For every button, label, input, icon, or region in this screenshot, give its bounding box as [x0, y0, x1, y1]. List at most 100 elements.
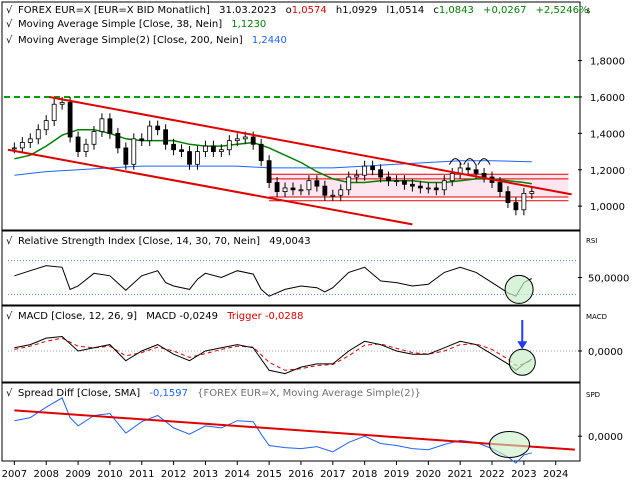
price-bar-body: [155, 125, 161, 131]
macd-y-ticks: 0,0000: [578, 347, 623, 358]
price-bar-body: [465, 167, 471, 171]
price-bar-body: [425, 187, 431, 190]
macd-panel-frame: [1, 305, 581, 383]
rsi-levels: [8, 260, 578, 295]
price-bars: [11, 96, 535, 216]
price-bar-body: [59, 102, 65, 105]
channel-lower: [7, 148, 413, 226]
open-prefix: o: [286, 5, 292, 16]
rsi-y-ticks: 50,0000: [578, 274, 629, 285]
price-bar-body: [521, 193, 527, 211]
price-bar-body: [433, 187, 439, 191]
macd-side-label: MACD: [586, 313, 607, 321]
price-bar-body: [67, 102, 73, 138]
x-axis-ticks: 2007 2008 2009 2010 2011 2012 2013 2014 2015 2016…: [2, 461, 568, 480]
spread-reference: {FOREX EUR=X, Moving Average Simple(2)}: [197, 388, 421, 399]
price-bar-body: [394, 180, 399, 183]
price-bar-body: [179, 149, 184, 152]
price-bar-body: [529, 191, 535, 194]
spread-side-label: SPD: [586, 391, 600, 399]
trend-channel: [7, 95, 572, 226]
price-bar-body: [35, 129, 41, 140]
price-bar-body: [314, 180, 320, 187]
ma2-label: Moving Average Simple(2) [Close, 200, Ne…: [18, 35, 243, 46]
price-bar-body: [513, 202, 519, 211]
price-bar-body: [187, 151, 192, 165]
rsi-tick-label: 50,0000: [588, 274, 629, 285]
price-bar-body: [370, 165, 376, 171]
x-tick-label: 2015: [256, 469, 281, 480]
close-value: 1,0843: [439, 5, 474, 16]
top-arcs: [448, 158, 491, 165]
price-bar-body: [386, 176, 391, 182]
spread-highlight-circle: [489, 431, 531, 459]
panel-frames: [1, 1, 581, 462]
macd-value: MACD -0,0249: [146, 311, 218, 322]
legend-glyph-ma2: √: [6, 35, 13, 46]
legend-glyph-ma1: √: [6, 19, 13, 30]
rsi-value: 49,0043: [269, 236, 310, 247]
date-label: 31.03.2023: [219, 5, 276, 16]
macd-legend-text: MACD [Close, 12, 26, 9] MACD -0,0249 Tri…: [18, 311, 304, 322]
price-bar-body: [250, 136, 256, 145]
spread-value: -0,1597: [149, 388, 188, 399]
price-bar-body: [210, 145, 216, 152]
x-tick-label: 2019: [384, 469, 409, 480]
spread-y-ticks: 0,0000: [578, 432, 623, 443]
arrow-head: [517, 341, 528, 350]
price-bar-body: [290, 187, 296, 191]
price-bar-body: [123, 147, 129, 165]
ma1-value: 1,1230: [231, 19, 266, 30]
price-bar-body: [441, 180, 447, 191]
price-bar-body: [449, 172, 455, 182]
price-bar-body: [131, 138, 137, 165]
change-pct-value: +2,5246%: [536, 5, 589, 16]
ma1-label: Moving Average Simple [Close, 38, Nein]: [18, 19, 222, 30]
price-bar-body: [195, 151, 200, 165]
currency-symbol: $: [586, 7, 590, 15]
price-bar-body: [362, 165, 368, 176]
price-bar-body: [27, 138, 33, 143]
x-tick-label: 2023: [511, 469, 536, 480]
rsi-panel-frame: [1, 230, 581, 306]
rsi-highlight-circle: [504, 274, 534, 304]
price-bar-body: [83, 143, 89, 152]
main-title: FOREX EUR=X [EUR=X BID Monatlich]: [18, 5, 210, 16]
x-tick-label: 2008: [33, 469, 58, 480]
open-value: 1,0574: [292, 5, 327, 16]
price-tick-label: 1,0000: [590, 202, 625, 213]
x-tick-label: 2016: [288, 469, 313, 480]
price-bar-body: [171, 143, 176, 151]
price-bar-body: [242, 136, 248, 140]
legend-glyph-price: √: [6, 5, 13, 16]
macd-arrow: [517, 320, 528, 350]
macd-tick-label: 0,0000: [588, 347, 623, 358]
x-tick-label: 2018: [352, 469, 377, 480]
macd-path: [14, 335, 533, 375]
price-bar-body: [11, 147, 17, 150]
price-bar-body: [218, 149, 224, 152]
x-tick-label: 2010: [97, 469, 122, 480]
trigger-value: Trigger -0,0288: [226, 311, 303, 322]
x-tick-label: 2011: [129, 469, 154, 480]
ma1-legend: Moving Average Simple [Close, 38, Nein] …: [18, 19, 266, 30]
price-bar-body: [266, 160, 272, 183]
macd-trigger-line: [14, 337, 533, 371]
spread-legend: √ Spread Diff [Close, SMA] -0,1597 {FORE…: [6, 388, 600, 399]
price-tick-label: 1,8000: [590, 57, 625, 68]
x-tick-label: 2009: [65, 469, 90, 480]
price-tick-label: 1,2000: [590, 166, 625, 177]
high-prefix: h: [336, 5, 342, 16]
macd-legend: √ MACD [Close, 12, 26, 9] MACD -0,0249 T…: [6, 311, 607, 322]
low-prefix: l: [386, 5, 389, 16]
price-bar-body: [497, 182, 503, 192]
price-bar-body: [306, 180, 312, 191]
price-tick-label: 1,6000: [590, 93, 625, 104]
price-bar-body: [139, 138, 145, 142]
legend-glyph-macd: √: [6, 311, 13, 322]
price-bar-body: [203, 145, 208, 152]
price-bar-body: [378, 169, 383, 178]
rsi-legend-text: Relative Strength Index [Close, 14, 30, …: [18, 236, 311, 247]
spread-tick-label: 0,0000: [588, 432, 623, 443]
